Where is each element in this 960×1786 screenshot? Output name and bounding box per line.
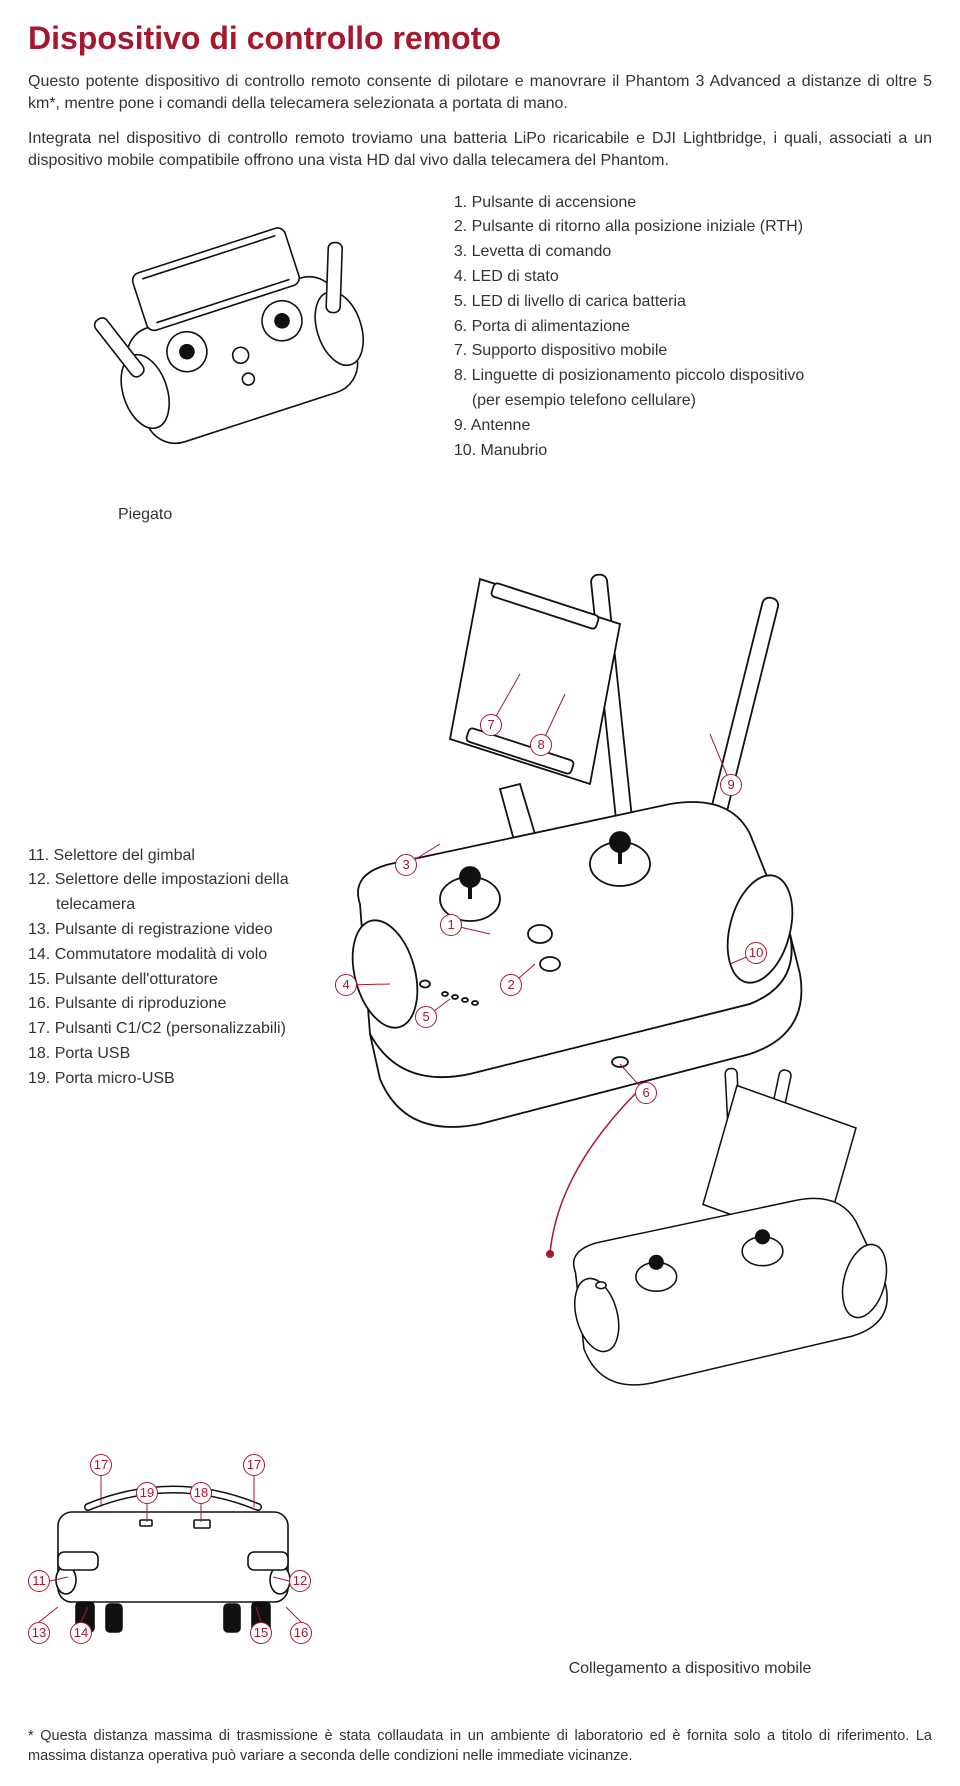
diagram-callout: 17 bbox=[90, 1454, 112, 1476]
section-main-diagram: 11. Selettore del gimbal12. Selettore de… bbox=[28, 534, 932, 1434]
diagram-callout: 13 bbox=[28, 1622, 50, 1644]
parts-list-1to10: 1. Pulsante di accensione2. Pulsante di … bbox=[444, 191, 932, 524]
diagram-callout: 11 bbox=[28, 1570, 50, 1592]
parts-list-item: 15. Pulsante dell'otturatore bbox=[28, 968, 290, 993]
page-title: Dispositivo di controllo remoto bbox=[28, 20, 932, 57]
diagram-callout: 6 bbox=[635, 1082, 657, 1104]
parts-list-item: 14. Commutatore modalità di volo bbox=[28, 943, 290, 968]
parts-list-item: 2. Pulsante di ritorno alla posizione in… bbox=[454, 215, 932, 240]
parts-list-item: 10. Manubrio bbox=[454, 439, 932, 464]
section-folded-and-parts: Piegato 1. Pulsante di accensione2. Puls… bbox=[28, 191, 932, 524]
main-controller-diagram: 7 8 9 3 1 10 4 2 5 6 bbox=[290, 534, 932, 1434]
parts-list-11to19: 11. Selettore del gimbal12. Selettore de… bbox=[28, 534, 290, 1092]
diagram-callout: 5 bbox=[415, 1006, 437, 1028]
parts-list-item: 1. Pulsante di accensione bbox=[454, 191, 932, 216]
parts-list-item: 13. Pulsante di registrazione video bbox=[28, 918, 290, 943]
diagram-callout: 19 bbox=[136, 1482, 158, 1504]
parts-list-item: 9. Antenne bbox=[454, 414, 932, 439]
parts-list-item: 18. Porta USB bbox=[28, 1042, 290, 1067]
diagram-callout: 1 bbox=[440, 914, 462, 936]
footnote: * Questa distanza massima di trasmission… bbox=[28, 1726, 932, 1767]
intro-paragraph-2: Integrata nel dispositivo di controllo r… bbox=[28, 128, 932, 173]
parts-list-item: 6. Porta di alimentazione bbox=[454, 315, 932, 340]
intro-paragraph-1: Questo potente dispositivo di controllo … bbox=[28, 71, 932, 116]
diagram-callout: 16 bbox=[290, 1622, 312, 1644]
parts-list-item: 5. LED di livello di carica batteria bbox=[454, 290, 932, 315]
parts-list-item: 16. Pulsante di riproduzione bbox=[28, 992, 290, 1017]
diagram-callout: 4 bbox=[335, 974, 357, 996]
diagram-callout: 10 bbox=[745, 942, 767, 964]
diagram-callout: 7 bbox=[480, 714, 502, 736]
diagram-callout: 12 bbox=[289, 1570, 311, 1592]
back-view-diagram: 17 17 19 18 11 12 13 14 15 16 bbox=[28, 1452, 318, 1652]
folded-caption: Piegato bbox=[28, 506, 444, 524]
parts-list-item: 4. LED di stato bbox=[454, 265, 932, 290]
diagram-callout: 15 bbox=[250, 1622, 272, 1644]
parts-list-item: 11. Selettore del gimbal bbox=[28, 844, 290, 869]
diagram-callout: 2 bbox=[500, 974, 522, 996]
parts-list-item: 8. Linguette di posizionamento piccolo d… bbox=[454, 364, 932, 389]
parts-list-item: 19. Porta micro-USB bbox=[28, 1067, 290, 1092]
mobile-connection-caption: Collegamento a dispositivo mobile bbox=[28, 1660, 932, 1678]
parts-list-item: 7. Supporto dispositivo mobile bbox=[454, 339, 932, 364]
diagram-callout: 14 bbox=[70, 1622, 92, 1644]
diagram-callout: 18 bbox=[190, 1482, 212, 1504]
parts-list-item: 12. Selettore delle impostazioni della bbox=[28, 868, 290, 893]
parts-list-item: (per esempio telefono cellulare) bbox=[454, 389, 932, 414]
parts-list-item: telecamera bbox=[28, 893, 290, 918]
diagram-callout: 17 bbox=[243, 1454, 265, 1476]
parts-list-item: 3. Levetta di comando bbox=[454, 240, 932, 265]
diagram-callout: 3 bbox=[395, 854, 417, 876]
parts-list-item: 17. Pulsanti C1/C2 (personalizzabili) bbox=[28, 1017, 290, 1042]
folded-controller-illustration bbox=[56, 191, 416, 491]
folded-figure: Piegato bbox=[28, 191, 444, 524]
diagram-callout: 9 bbox=[720, 774, 742, 796]
diagram-callout: 8 bbox=[530, 734, 552, 756]
